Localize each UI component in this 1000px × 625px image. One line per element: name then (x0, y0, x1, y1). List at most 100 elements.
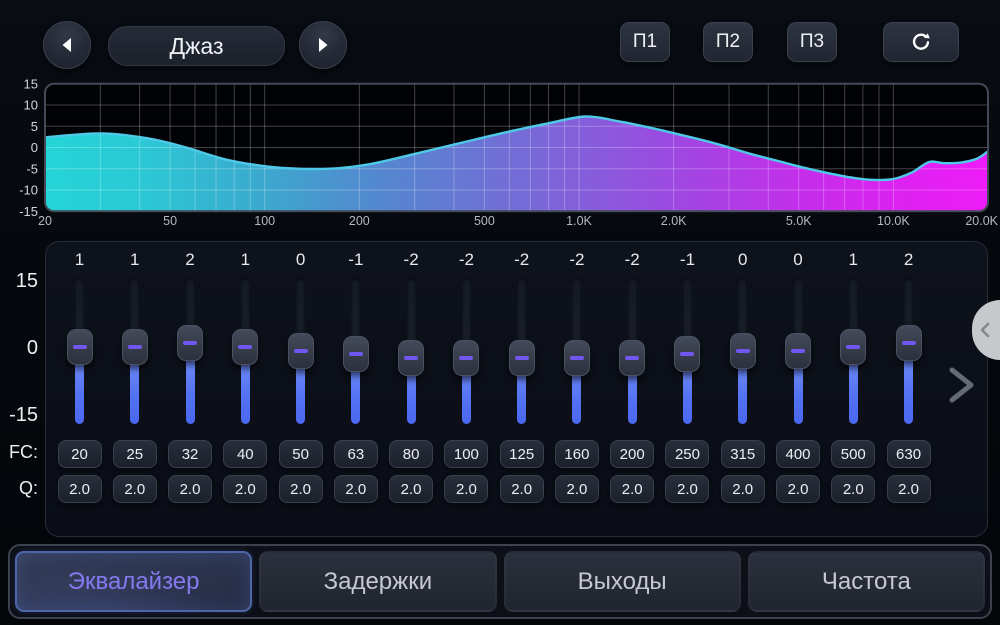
band-slider-thumb[interactable] (619, 339, 646, 376)
tab-outputs[interactable]: Выходы (503, 551, 741, 612)
band-slider-fill (682, 354, 692, 424)
graph-y-tick-label: 0 (31, 140, 38, 155)
band-gain-value: 2 (903, 250, 914, 269)
next-bands-page-button[interactable] (940, 362, 982, 408)
band-gain-value: -1 (679, 250, 696, 269)
band-slider-fill (627, 357, 637, 424)
preset-next-button[interactable] (299, 21, 347, 69)
band-q-button[interactable]: 2.0 (610, 475, 655, 503)
band-fc-button[interactable]: 630 (886, 440, 931, 468)
band-slider-thumb[interactable] (508, 339, 535, 376)
band-gain-value: -2 (569, 250, 585, 269)
band-slider-thumb[interactable] (177, 325, 204, 362)
band-q-button[interactable]: 2.0 (57, 475, 102, 503)
thumb-grip-icon (348, 352, 363, 357)
eq-band-200: -2 200 2.0 (605, 242, 660, 538)
eq-band-100: -2 100 2.0 (439, 242, 494, 538)
band-q-button[interactable]: 2.0 (831, 475, 876, 503)
band-q-button[interactable]: 2.0 (168, 475, 213, 503)
gain-scale-zero-label: 0 (26, 337, 38, 359)
tab-delays[interactable]: Задержки (259, 551, 497, 612)
band-slider-thumb[interactable] (895, 325, 922, 362)
band-q-button[interactable]: 2.0 (112, 475, 157, 503)
band-fc-button[interactable]: 315 (720, 440, 765, 468)
graph-x-tick-label: 10.0K (877, 214, 910, 228)
band-q-button[interactable]: 2.0 (389, 475, 434, 503)
q-row-label: Q: (18, 478, 38, 498)
band-slider-thumb[interactable] (674, 336, 701, 373)
eq-band-20: 1 20 2.0 (52, 242, 107, 538)
band-gain-value: 0 (295, 250, 306, 269)
band-q-button[interactable]: 2.0 (665, 475, 710, 503)
thumb-grip-icon (569, 355, 584, 360)
thumb-grip-icon (625, 355, 640, 360)
band-q-button[interactable]: 2.0 (223, 475, 268, 503)
band-slider-thumb[interactable] (840, 328, 867, 365)
eq-band-400: 0 400 2.0 (771, 242, 826, 538)
band-gain-value: -1 (348, 250, 364, 269)
band-slider-fill (351, 354, 361, 424)
band-q-button[interactable]: 2.0 (499, 475, 544, 503)
band-q-button[interactable]: 2.0 (554, 475, 599, 503)
thumb-grip-icon (127, 344, 142, 349)
band-gain-value: 1 (130, 250, 140, 269)
band-slider-fill (296, 350, 306, 424)
reset-button[interactable] (883, 22, 959, 62)
thumb-grip-icon (791, 348, 805, 353)
band-q-button[interactable]: 2.0 (776, 475, 820, 503)
band-q-button[interactable]: 2.0 (278, 475, 323, 503)
band-fc-button[interactable]: 20 (57, 440, 102, 468)
band-q-button[interactable]: 2.0 (720, 475, 765, 503)
band-fc-button[interactable]: 63 (333, 440, 378, 468)
band-gain-value: -2 (403, 250, 419, 269)
band-fc-button[interactable]: 500 (831, 440, 876, 468)
band-slider-thumb[interactable] (729, 332, 756, 369)
band-slider-thumb[interactable] (232, 328, 259, 365)
band-fc-button[interactable]: 250 (665, 440, 710, 468)
band-gain-value: 1 (74, 250, 85, 269)
band-fc-button[interactable]: 40 (223, 440, 268, 468)
eq-band-315: 0 315 2.0 (715, 242, 770, 538)
band-slider-thumb[interactable] (563, 339, 590, 376)
band-q-button[interactable]: 2.0 (444, 475, 489, 503)
tab-equalizer[interactable]: Эквалайзер (15, 551, 253, 612)
band-slider-fill (461, 357, 471, 424)
band-q-button[interactable]: 2.0 (333, 475, 378, 503)
band-fc-button[interactable]: 400 (776, 440, 820, 468)
band-slider-fill (904, 343, 914, 424)
band-slider-fill (185, 343, 195, 424)
band-q-button[interactable]: 2.0 (886, 475, 931, 503)
tab-frequency[interactable]: Частота (747, 551, 985, 612)
band-slider-thumb[interactable] (287, 332, 314, 369)
memory-button-1[interactable]: П1 (620, 22, 670, 62)
bottom-tab-bar: Эквалайзер Задержки Выходы Частота (8, 544, 992, 619)
band-fc-button[interactable]: 25 (112, 440, 157, 468)
band-slider-fill (240, 346, 250, 424)
band-slider-thumb[interactable] (121, 328, 148, 365)
band-fc-button[interactable]: 125 (499, 440, 544, 468)
band-slider-thumb[interactable] (398, 339, 425, 376)
band-slider-thumb[interactable] (342, 336, 369, 373)
eq-band-25: 1 25 2.0 (107, 242, 162, 538)
band-fc-button[interactable]: 80 (389, 440, 434, 468)
band-slider-thumb[interactable] (453, 339, 480, 376)
band-fc-button[interactable]: 200 (610, 440, 655, 468)
band-fc-button[interactable]: 32 (168, 440, 213, 468)
band-slider-thumb[interactable] (66, 328, 93, 365)
band-slider-thumb[interactable] (785, 332, 811, 369)
band-fc-button[interactable]: 100 (444, 440, 489, 468)
memory-button-3[interactable]: П3 (787, 22, 837, 62)
band-fc-button[interactable]: 50 (278, 440, 323, 468)
graph-x-tick-label: 5.0K (786, 214, 812, 228)
preset-prev-button[interactable] (43, 21, 91, 69)
band-fc-button[interactable]: 160 (554, 440, 599, 468)
graph-x-tick-label: 500 (474, 214, 495, 228)
graph-x-tick-label: 50 (163, 214, 177, 228)
memory-button-2[interactable]: П2 (703, 22, 753, 62)
preset-name-selector[interactable]: Джаз (108, 26, 285, 66)
reset-icon (910, 31, 932, 53)
band-gain-value: 0 (738, 250, 748, 269)
band-slider-fill (572, 357, 582, 424)
graph-x-tick-label: 200 (349, 214, 370, 228)
